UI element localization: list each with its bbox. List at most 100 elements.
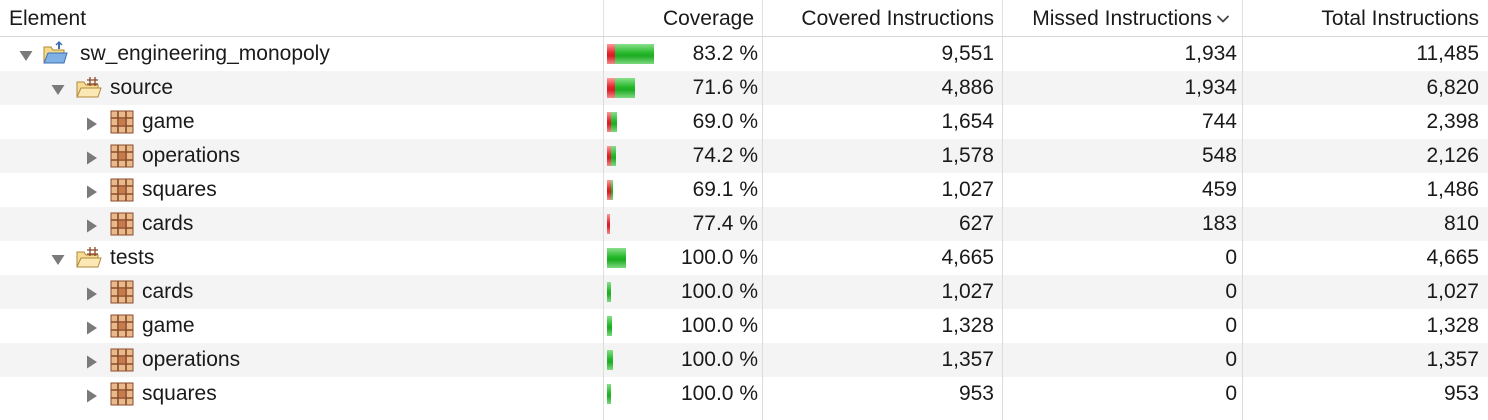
column-header-total-instructions[interactable]: Total Instructions	[1321, 7, 1479, 30]
element-name: tests	[110, 246, 155, 269]
total-instructions-cell: 810	[1443, 212, 1479, 235]
total-instructions-cell: 1,027	[1426, 280, 1479, 303]
package-icon	[109, 279, 135, 305]
element-name: game	[142, 110, 195, 133]
coverage-percent: 100.0 %	[680, 280, 758, 303]
expanded-triangle-icon[interactable]	[50, 250, 66, 266]
table-row[interactable]: game 100.0 % 1,328 0 1,328	[0, 309, 1488, 343]
coverage-percent: 77.4 %	[692, 212, 758, 235]
coverage-bar	[607, 350, 613, 370]
covered-bar-segment	[611, 180, 613, 200]
covered-instructions-cell: 4,665	[941, 246, 994, 269]
covered-bar-segment	[607, 248, 626, 268]
collapsed-triangle-icon[interactable]	[84, 148, 100, 165]
covered-bar-segment	[611, 146, 616, 166]
covered-instructions-cell: 1,578	[941, 144, 994, 167]
covered-bar-segment	[607, 350, 613, 370]
table-row[interactable]: source 71.6 % 4,886 1,934 6,820	[0, 71, 1488, 105]
collapsed-triangle-icon[interactable]	[84, 114, 100, 131]
collapsed-triangle-icon[interactable]	[84, 318, 100, 335]
element-name: squares	[142, 382, 217, 405]
missed-instructions-cell: 183	[1201, 212, 1237, 235]
column-grid-line	[1002, 37, 1003, 420]
table-row[interactable]: game 69.0 % 1,654 744 2,398	[0, 105, 1488, 139]
package-icon	[109, 109, 135, 135]
total-instructions-cell: 1,328	[1426, 314, 1479, 337]
coverage-bar	[607, 214, 610, 234]
table-row[interactable]: operations 74.2 % 1,578 548 2,126	[0, 139, 1488, 173]
missed-bar-segment	[607, 146, 611, 166]
column-header-element[interactable]: Element	[9, 7, 87, 30]
coverage-bar	[607, 316, 612, 336]
covered-instructions-cell: 9,551	[941, 42, 994, 65]
covered-instructions-cell: 953	[958, 382, 994, 405]
missed-instructions-cell: 0	[1225, 348, 1237, 371]
collapsed-triangle-icon[interactable]	[84, 352, 100, 369]
total-instructions-cell: 2,398	[1426, 110, 1479, 133]
column-divider[interactable]	[1242, 0, 1243, 36]
package-icon	[109, 347, 135, 373]
column-header-covered-instructions[interactable]: Covered Instructions	[801, 7, 994, 30]
column-header-missed-label: Missed Instructions	[1032, 7, 1212, 30]
source-folder-icon	[76, 75, 102, 101]
missed-bar-segment	[607, 44, 615, 64]
coverage-bar	[607, 78, 635, 98]
missed-instructions-cell: 1,934	[1184, 76, 1237, 99]
missed-instructions-cell: 548	[1201, 144, 1237, 167]
covered-bar-segment	[611, 112, 617, 132]
package-icon	[109, 313, 135, 339]
coverage-percent: 100.0 %	[680, 348, 758, 371]
collapsed-triangle-icon[interactable]	[84, 182, 100, 199]
expanded-triangle-icon[interactable]	[50, 80, 66, 96]
total-instructions-cell: 6,820	[1426, 76, 1479, 99]
column-header-missed-instructions[interactable]: Missed Instructions	[1003, 0, 1243, 36]
project-icon	[42, 41, 68, 67]
covered-bar-segment	[607, 316, 612, 336]
table-row[interactable]: tests 100.0 % 4,665 0 4,665	[0, 241, 1488, 275]
column-divider[interactable]	[1002, 0, 1003, 36]
coverage-bar	[607, 112, 617, 132]
coverage-percent: 69.1 %	[692, 178, 758, 201]
column-header-coverage[interactable]: Coverage	[662, 7, 754, 30]
table-row[interactable]: squares 69.1 % 1,027 459 1,486	[0, 173, 1488, 207]
column-grid-line	[603, 37, 604, 420]
covered-instructions-cell: 1,027	[941, 178, 994, 201]
missed-bar-segment	[607, 78, 615, 98]
table-row[interactable]: cards 77.4 % 627 183 810	[0, 207, 1488, 241]
collapsed-triangle-icon[interactable]	[84, 284, 100, 301]
coverage-percent: 69.0 %	[692, 110, 758, 133]
table-row[interactable]: squares 100.0 % 953 0 953	[0, 377, 1488, 411]
coverage-bar	[607, 248, 626, 268]
covered-bar-segment	[607, 282, 611, 302]
missed-instructions-cell: 1,934	[1184, 42, 1237, 65]
column-divider[interactable]	[762, 0, 763, 36]
total-instructions-cell: 953	[1443, 382, 1479, 405]
table-row[interactable]: cards 100.0 % 1,027 0 1,027	[0, 275, 1488, 309]
expanded-triangle-icon[interactable]	[18, 46, 34, 62]
covered-instructions-cell: 1,027	[941, 280, 994, 303]
missed-instructions-cell: 0	[1225, 246, 1237, 269]
table-header: Element Coverage Covered Instructions Mi…	[0, 0, 1488, 37]
element-name: game	[142, 314, 195, 337]
table-row[interactable]: sw_engineering_monopoly 83.2 % 9,551 1,934 1…	[0, 37, 1488, 71]
coverage-bar	[607, 44, 654, 64]
coverage-bar	[607, 180, 613, 200]
collapsed-triangle-icon[interactable]	[84, 216, 100, 233]
covered-bar-segment	[607, 384, 611, 404]
covered-instructions-cell: 1,328	[941, 314, 994, 337]
missed-instructions-cell: 0	[1225, 314, 1237, 337]
covered-instructions-cell: 4,886	[941, 76, 994, 99]
coverage-percent: 83.2 %	[692, 42, 758, 65]
column-divider[interactable]	[603, 0, 604, 36]
coverage-bar	[607, 282, 611, 302]
table-row[interactable]: operations 100.0 % 1,357 0 1,357	[0, 343, 1488, 377]
package-icon	[109, 177, 135, 203]
missed-instructions-cell: 0	[1225, 280, 1237, 303]
total-instructions-cell: 2,126	[1426, 144, 1479, 167]
coverage-percent: 74.2 %	[692, 144, 758, 167]
coverage-percent: 100.0 %	[680, 382, 758, 405]
total-instructions-cell: 1,486	[1426, 178, 1479, 201]
collapsed-triangle-icon[interactable]	[84, 386, 100, 403]
column-grid-line	[1242, 37, 1243, 420]
missed-instructions-cell: 744	[1201, 110, 1237, 133]
